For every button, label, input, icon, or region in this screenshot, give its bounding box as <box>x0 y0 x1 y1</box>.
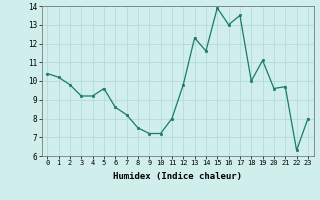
X-axis label: Humidex (Indice chaleur): Humidex (Indice chaleur) <box>113 172 242 181</box>
